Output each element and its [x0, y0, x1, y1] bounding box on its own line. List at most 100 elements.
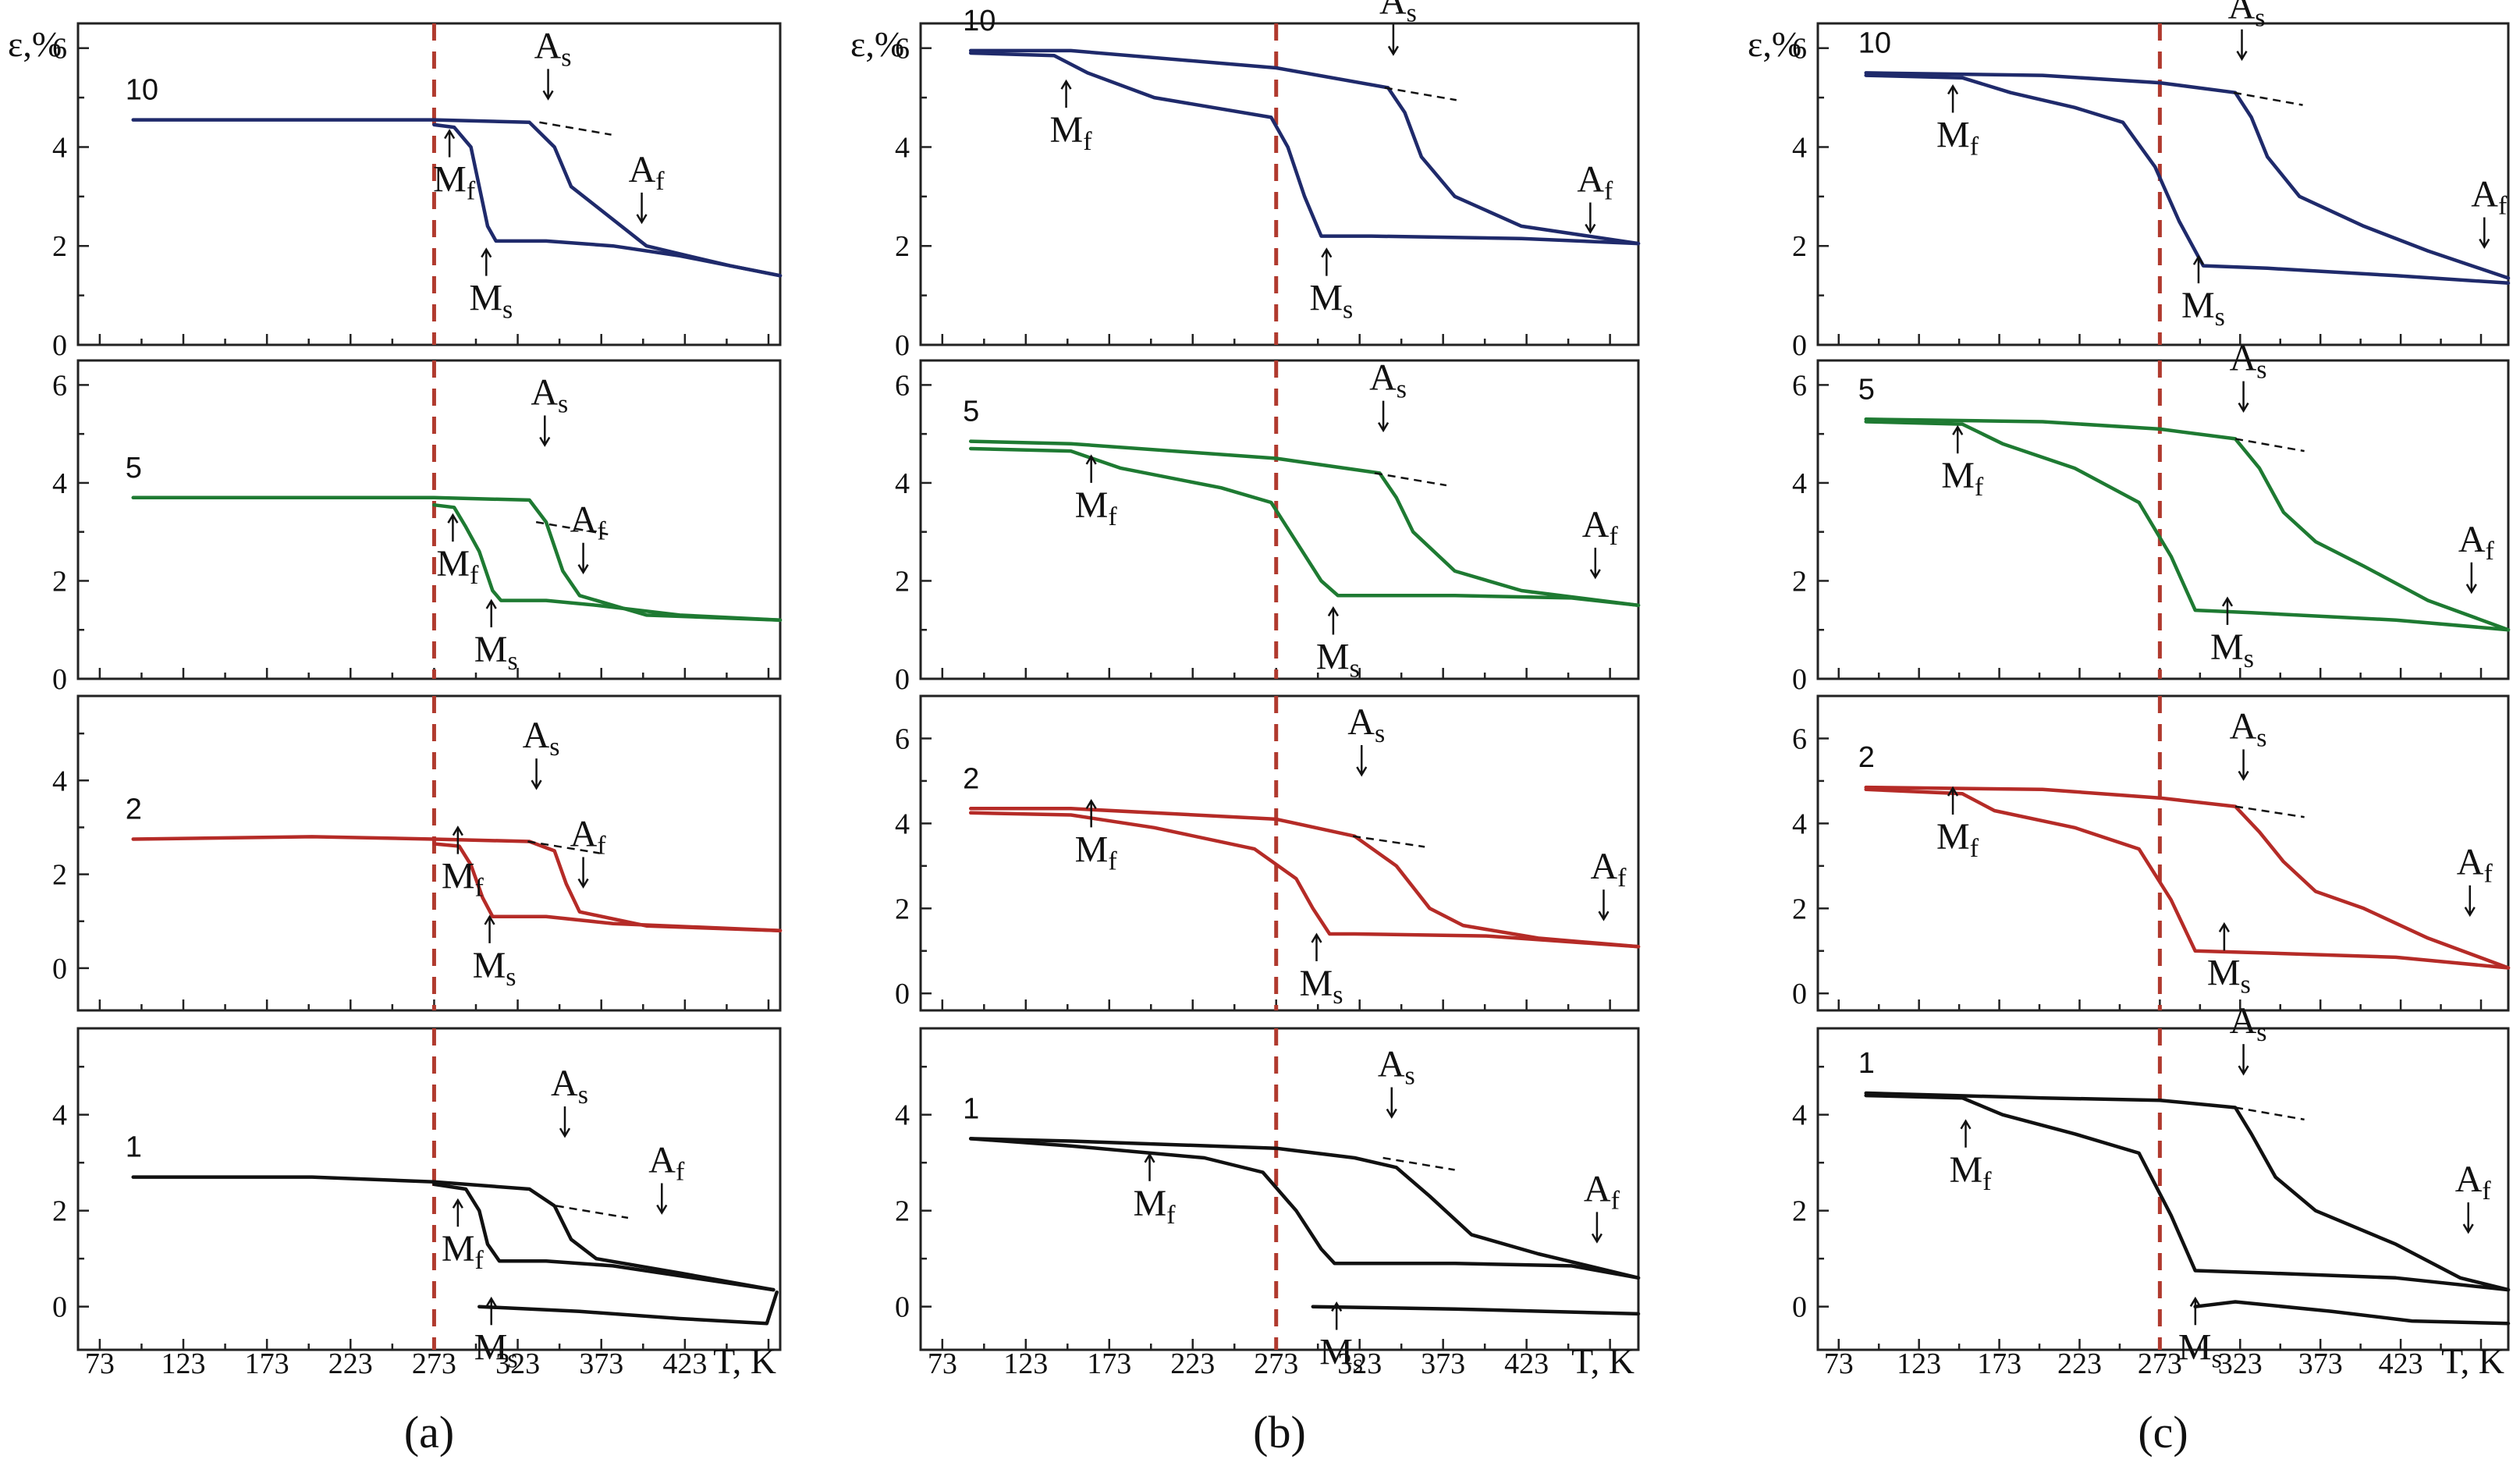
annotation-subscript: f: [2483, 860, 2493, 889]
annotation-arrowhead: [1311, 932, 1322, 943]
y-tick-label: 0: [895, 978, 910, 1010]
annotation-arrowhead: [656, 1204, 668, 1215]
curve-cooling-base: [477, 1290, 779, 1326]
annotation-Ms: Ms: [1319, 1331, 1363, 1378]
x-tick-label: 73: [1824, 1347, 1854, 1380]
x-tick-label: 423: [2379, 1347, 2423, 1380]
annotation-subscript: f: [475, 874, 484, 903]
annotation-arrowhead: [447, 513, 459, 524]
curve-lower: [968, 51, 1641, 246]
curve-load-label: 2: [963, 762, 979, 795]
subplot-frame: [1816, 1027, 2510, 1351]
y-tick-label: 6: [895, 369, 910, 402]
x-tick-label: 123: [1897, 1347, 1941, 1380]
y-tick-label: 4: [52, 467, 67, 500]
annotation-arrowhead: [2238, 1065, 2249, 1076]
annotation-arrowhead: [1085, 454, 1097, 465]
annotation-subscript: s: [2241, 970, 2251, 999]
y-tick-label: 4: [1792, 1099, 1807, 1132]
subplot-b-2: 0 2 4 6 2 As Af Mf Ms: [895, 694, 1641, 1012]
annotation-As: As: [2228, 0, 2266, 33]
curve-load-label: 2: [126, 793, 142, 825]
tangent-line: [527, 840, 600, 854]
annotation-subscript: f: [1609, 522, 1618, 551]
annotation-arrowhead: [1085, 798, 1097, 810]
annotation-subscript: f: [1617, 864, 1627, 893]
annotation-subscript: f: [655, 167, 665, 196]
annotation-Mf: Mf: [1050, 109, 1093, 156]
curve-upper: [1864, 1091, 2511, 1292]
curve-lower: [968, 1137, 1641, 1280]
curve-lower: [1864, 787, 2511, 970]
curve-lower: [432, 842, 783, 932]
annotation-Af: Af: [570, 813, 607, 860]
tangent-line: [555, 1205, 629, 1220]
x-axis-title: T, K: [713, 1341, 776, 1381]
y-tick-label: 4: [895, 808, 910, 840]
annotation-arrowhead: [481, 247, 492, 258]
curve-lower: [432, 502, 783, 622]
annotation-arrowhead: [559, 1127, 571, 1138]
annotation-subscript: f: [1166, 1201, 1176, 1230]
annotation-subscript: f: [1975, 473, 1984, 502]
annotation-Af: Af: [570, 499, 607, 546]
annotation-arrowhead: [577, 878, 589, 889]
subplot-frame: [1816, 694, 2510, 1012]
annotation-As: As: [1347, 701, 1385, 748]
y-tick-label: 2: [52, 859, 67, 892]
annotation-arrowhead: [542, 90, 554, 101]
annotation-Mf: Mf: [436, 543, 479, 590]
y-tick-label: 4: [52, 765, 67, 797]
annotation-arrowhead: [2479, 238, 2490, 249]
annotation-subscript: f: [2486, 537, 2495, 566]
tangent-line: [1352, 835, 1425, 848]
x-tick-label: 123: [1003, 1347, 1048, 1380]
x-tick-label: 73: [928, 1347, 957, 1380]
annotation-Mf: Mf: [1075, 485, 1118, 531]
subplot-frame: [919, 694, 1640, 1012]
annotation-Af: Af: [1584, 1168, 1620, 1215]
annotation-subscript: f: [2482, 1177, 2491, 1205]
x-tick-label: 373: [579, 1347, 623, 1380]
annotation-arrowhead: [1952, 424, 1964, 435]
curve-load-label: 5: [1858, 373, 1875, 406]
annotation-Mf: Mf: [433, 159, 476, 206]
annotation-subscript: s: [561, 43, 571, 72]
y-tick-label: 4: [1792, 808, 1807, 840]
y-tick-label: 4: [1792, 467, 1807, 500]
annotation-subscript: f: [1982, 1167, 1992, 1196]
annotation-Mf: Mf: [442, 856, 484, 903]
y-tick-label: 0: [52, 953, 67, 985]
annotation-Af: Af: [2455, 1159, 2492, 1205]
annotation-arrowhead: [1960, 1119, 1972, 1130]
y-tick-label: 0: [895, 663, 910, 696]
annotation-arrowhead: [2236, 51, 2248, 62]
annotation-Af: Af: [1590, 846, 1627, 893]
y-tick-label: 0: [52, 663, 67, 696]
annotation-arrowhead: [2465, 584, 2477, 595]
annotation-subscript: s: [1350, 654, 1360, 683]
annotation-As: As: [523, 715, 560, 762]
x-tick-label: 223: [1170, 1347, 1215, 1380]
x-tick-label: 273: [412, 1347, 456, 1380]
annotation-Mf: Mf: [1950, 1149, 1993, 1196]
subplot-c-10: 0 2 4 6 10 As Af Mf Ms: [1792, 0, 2511, 362]
annotation-Mf: Mf: [1075, 829, 1118, 875]
annotation-subscript: s: [558, 389, 568, 418]
annotation-subscript: s: [2215, 303, 2225, 332]
subplot-frame: [919, 1027, 1640, 1351]
annotation-Af: Af: [2458, 519, 2495, 566]
subplot-frame: [76, 359, 782, 680]
annotation-subscript: f: [1970, 132, 1979, 161]
annotation-arrowhead: [1387, 45, 1399, 56]
subplot-frame: [76, 22, 782, 346]
x-tick-label: 423: [1504, 1347, 1549, 1380]
y-tick-label: 0: [1792, 1291, 1807, 1324]
subplot-a-2: 0 2 4 2 As Af Mf Ms: [52, 694, 783, 1012]
curve-upper: [1864, 417, 2511, 632]
annotation-arrowhead: [485, 1296, 497, 1307]
annotation-Ms: Ms: [469, 278, 513, 325]
annotation-subscript: s: [507, 647, 517, 676]
